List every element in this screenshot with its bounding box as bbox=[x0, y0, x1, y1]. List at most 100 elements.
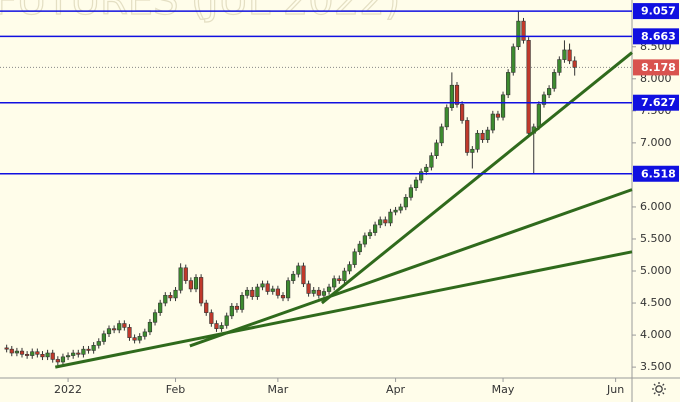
level-label-box bbox=[633, 3, 679, 20]
candle-body bbox=[137, 336, 142, 341]
level-label: 8.663 bbox=[641, 30, 676, 43]
candle-body bbox=[286, 280, 291, 299]
candle-body bbox=[357, 243, 362, 253]
candle-body bbox=[106, 328, 112, 335]
watermark-title: FUTURES (JUL 2022) bbox=[0, 0, 400, 24]
candle-body bbox=[367, 232, 373, 237]
candle-body bbox=[40, 353, 45, 358]
level-label: 9.057 bbox=[641, 5, 676, 18]
candle-body bbox=[321, 291, 327, 296]
candle-body bbox=[199, 277, 204, 304]
y-tick-label: 4.500 bbox=[640, 296, 672, 309]
candle-body bbox=[424, 166, 429, 173]
candle-body bbox=[168, 295, 173, 299]
candle-body bbox=[163, 295, 168, 304]
x-tick-label: 2022 bbox=[54, 383, 82, 396]
candle-body bbox=[444, 107, 449, 128]
candle-body bbox=[239, 295, 245, 310]
level-label-box bbox=[633, 165, 679, 182]
candle-body bbox=[291, 273, 296, 281]
candle-body bbox=[86, 348, 91, 351]
candle-body bbox=[280, 295, 286, 299]
candle-body bbox=[127, 327, 132, 338]
candle-body bbox=[275, 288, 280, 296]
candle-body bbox=[245, 289, 250, 296]
level-label: 6.518 bbox=[641, 167, 676, 180]
candle-body bbox=[76, 352, 81, 355]
candle-body bbox=[347, 264, 352, 272]
x-tick-label: Mar bbox=[267, 383, 288, 396]
candle-body bbox=[255, 286, 260, 297]
candle-body bbox=[511, 46, 516, 73]
candle-body bbox=[45, 352, 50, 358]
candle-body bbox=[506, 72, 511, 96]
candle-body bbox=[142, 331, 147, 337]
candle-body bbox=[495, 113, 501, 118]
candle-body bbox=[475, 132, 480, 150]
candle-body bbox=[490, 113, 495, 131]
candle-body bbox=[147, 321, 153, 333]
trend-line bbox=[320, 51, 633, 305]
candle-body bbox=[91, 345, 96, 351]
candle-body bbox=[270, 288, 275, 292]
y-tick-label: 4.000 bbox=[640, 328, 672, 341]
candle-body bbox=[25, 353, 30, 356]
candle-body bbox=[449, 84, 454, 108]
candle-body bbox=[214, 323, 219, 329]
candle-body bbox=[439, 126, 444, 144]
candle-body bbox=[454, 84, 460, 105]
x-tick-label: May bbox=[492, 383, 515, 396]
candle-body bbox=[352, 251, 357, 265]
candle-body bbox=[30, 351, 35, 356]
candle-body bbox=[552, 72, 557, 89]
candle-body bbox=[101, 333, 106, 342]
candle-body bbox=[96, 341, 101, 346]
candle-body bbox=[388, 211, 393, 224]
candle-body bbox=[465, 120, 470, 153]
level-label: 7.627 bbox=[641, 96, 676, 109]
x-tick-label: Apr bbox=[386, 383, 406, 396]
y-tick-label: 3.500 bbox=[640, 360, 672, 373]
candle-body bbox=[158, 302, 163, 313]
candle-body bbox=[188, 280, 193, 290]
candle-body bbox=[572, 60, 577, 68]
candle-body bbox=[306, 283, 311, 294]
candle-body bbox=[567, 49, 572, 62]
candle-body bbox=[50, 352, 55, 360]
settings-icon[interactable] bbox=[652, 382, 666, 396]
candle-body bbox=[485, 129, 490, 140]
candle-body bbox=[35, 351, 40, 355]
candle-body bbox=[250, 289, 255, 297]
y-tick-label: 5.500 bbox=[640, 232, 672, 245]
candle-body bbox=[460, 104, 465, 121]
candle-body bbox=[536, 104, 541, 128]
y-tick-label: 7.000 bbox=[640, 136, 672, 149]
candle-body bbox=[224, 315, 229, 326]
candle-body bbox=[193, 277, 199, 290]
candle-body bbox=[65, 355, 71, 358]
y-tick-label: 6.000 bbox=[640, 200, 672, 213]
candle-body bbox=[81, 348, 86, 355]
candle-body bbox=[14, 350, 19, 354]
candle-body bbox=[342, 270, 347, 281]
candle-body bbox=[60, 356, 66, 363]
y-tick-label: 5.000 bbox=[640, 264, 672, 277]
last-price-label: 8.178 bbox=[641, 61, 676, 74]
candle-body bbox=[9, 348, 14, 354]
candle-body bbox=[117, 323, 122, 331]
candle-body bbox=[546, 88, 552, 96]
candle-body bbox=[19, 350, 25, 355]
trend-line bbox=[189, 188, 633, 348]
candle-body bbox=[398, 206, 403, 211]
candle-body bbox=[413, 179, 419, 189]
candle-body bbox=[229, 305, 234, 317]
candle-body bbox=[112, 328, 117, 331]
candle-body bbox=[362, 235, 367, 245]
candle-body bbox=[209, 312, 214, 324]
level-label-box bbox=[633, 28, 679, 45]
candle-body bbox=[332, 278, 337, 288]
candle-body bbox=[265, 283, 270, 292]
candle-body bbox=[562, 49, 567, 60]
candle-body bbox=[373, 224, 378, 233]
